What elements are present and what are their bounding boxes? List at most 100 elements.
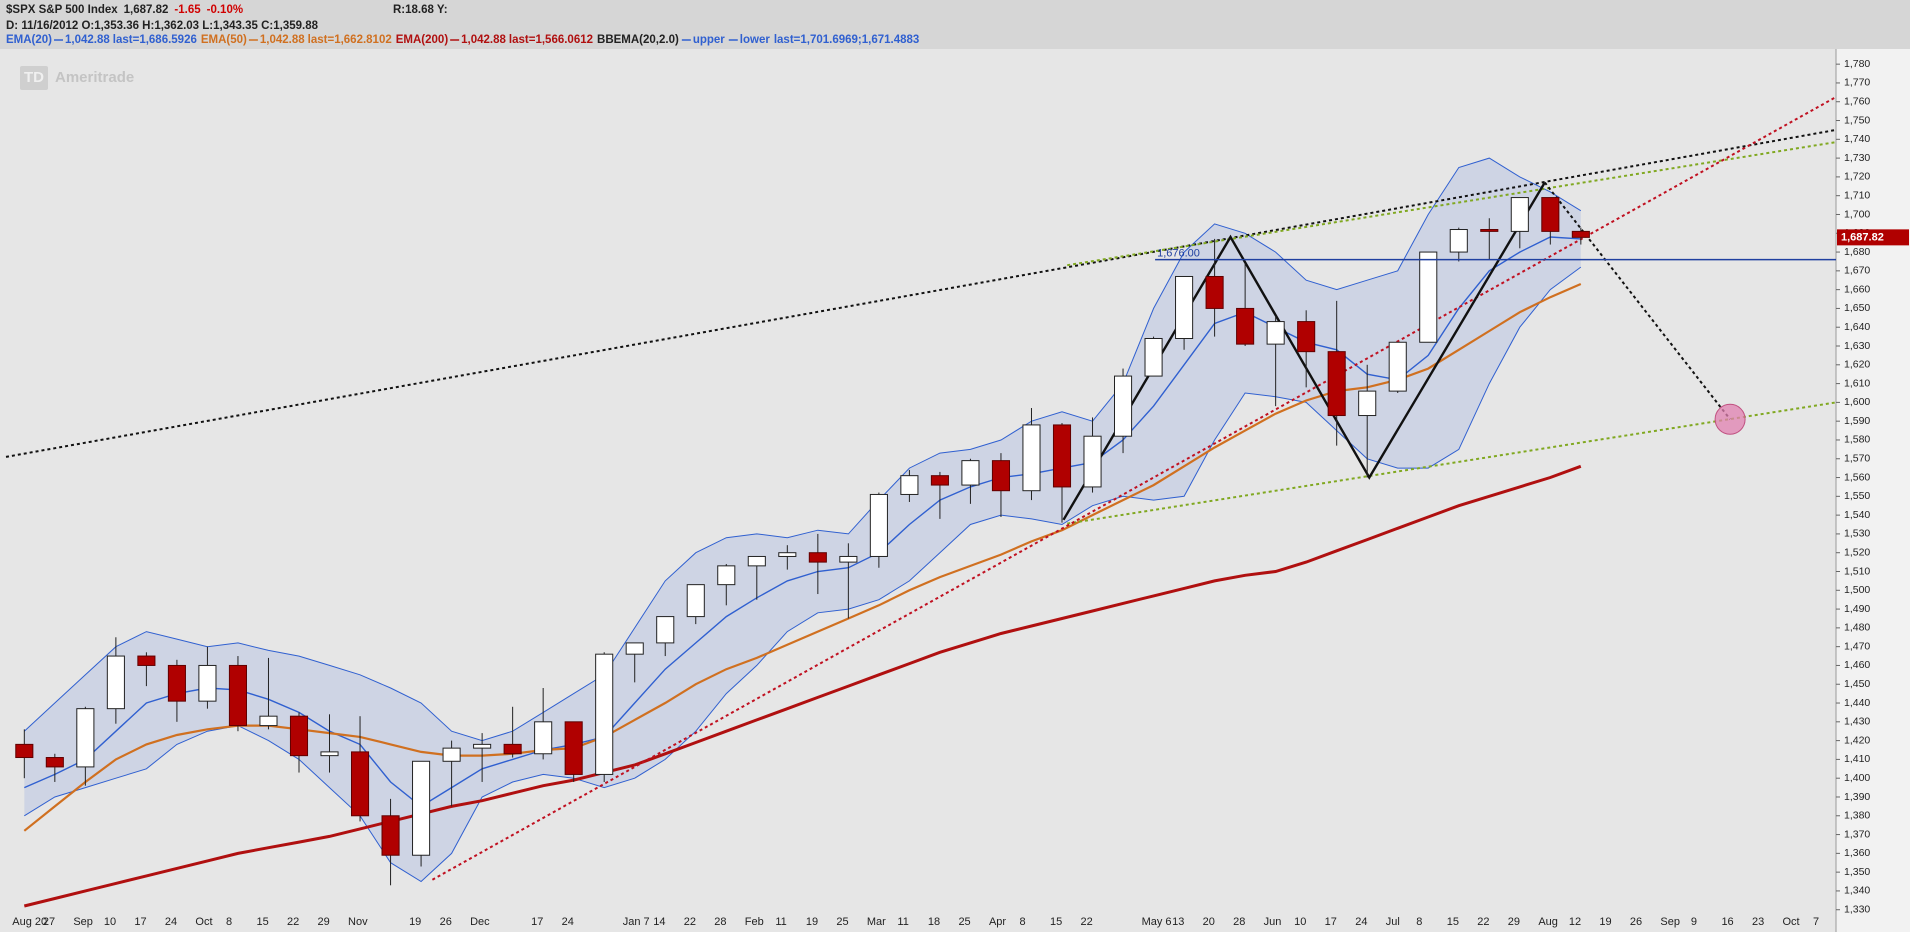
legend-last: last=1,566.0612 (509, 34, 593, 46)
candle-body (686, 584, 705, 618)
x-tick-label: 26 (1630, 916, 1642, 928)
last-price-tag (1837, 229, 1909, 246)
x-tick-label: 10 (104, 916, 116, 928)
x-tick-label: 22 (1081, 916, 1093, 928)
x-tick-label: 8 (1019, 916, 1025, 928)
y-tick-label: 1,640 (1844, 321, 1870, 333)
legend-last: last=1,701.6969;1,671.4883 (774, 34, 919, 46)
x-tick-label: 16 (1721, 916, 1733, 928)
y-tick-label: 1,370 (1844, 828, 1870, 840)
candle-body (595, 653, 614, 775)
y-tick-label: 1,780 (1844, 58, 1870, 70)
legend-label: lower (740, 34, 771, 46)
y-tick-label: 1,620 (1844, 359, 1870, 371)
candle-body (45, 757, 64, 768)
level-label: 1,676.00 (1157, 247, 1200, 259)
x-tick-label: 25 (836, 916, 848, 928)
y-tick-label: 1,730 (1844, 152, 1870, 164)
y-tick-label: 1,390 (1844, 791, 1870, 803)
candle-body (1113, 375, 1133, 437)
x-tick-label: 27 (43, 916, 55, 928)
candle-body (1144, 337, 1163, 377)
y-tick-label: 1,440 (1844, 697, 1870, 709)
x-tick-label: 17 (1325, 916, 1337, 928)
y-tick-label: 1,600 (1844, 396, 1870, 408)
y-tick-label: 1,330 (1844, 904, 1870, 916)
x-tick-label: 29 (318, 916, 330, 928)
y-tick-label: 1,510 (1844, 565, 1870, 577)
legend-label: EMA(50) (201, 34, 247, 46)
header-background (0, 0, 1910, 49)
y-tick-label: 1,380 (1844, 810, 1870, 822)
candle-body (320, 751, 339, 757)
y-tick-label: 1,470 (1844, 640, 1870, 652)
candle-body (1419, 251, 1438, 343)
candle-body (289, 715, 309, 757)
y-tick-label: 1,420 (1844, 734, 1870, 746)
candle-body (839, 555, 858, 563)
x-tick-label: Oct (195, 916, 212, 928)
candle-body (259, 715, 278, 727)
legend-label: BBEMA(20,2.0) (597, 34, 679, 46)
x-tick-label: 19 (806, 916, 818, 928)
candle-body (900, 475, 919, 495)
y-tick-label: 1,610 (1844, 377, 1870, 389)
y-tick-label: 1,430 (1844, 716, 1870, 728)
legend-label: EMA(200) (396, 34, 449, 46)
candle-body (1083, 435, 1102, 488)
x-tick-label: 11 (897, 916, 908, 928)
band-line (23, 157, 1582, 742)
candle-body (930, 475, 949, 486)
ema-line (23, 464, 1582, 908)
y-tick-label: 1,560 (1844, 471, 1870, 483)
x-tick-label: 11 (775, 916, 786, 928)
x-tick-label: 24 (1355, 916, 1367, 928)
y-tick-label: 1,490 (1844, 603, 1870, 615)
candle-body (1510, 197, 1529, 232)
x-tick-label: Jul (1386, 916, 1400, 928)
watermark-logo-box (20, 66, 48, 90)
x-tick-label: 22 (287, 916, 299, 928)
ema-line (24, 236, 1581, 808)
candle-body (503, 743, 522, 755)
header-detail: D: 11/16/2012 O:1,353.36 H:1,362.03 L:1,… (6, 20, 319, 32)
axis-background (1836, 49, 1910, 932)
candle-body (228, 664, 248, 727)
y-tick-label: 1,450 (1844, 678, 1870, 690)
y-tick-label: 1,500 (1844, 584, 1870, 596)
y-tick-label: 1,410 (1844, 753, 1870, 765)
x-tick-label: Dec (470, 916, 490, 928)
watermark-logo: TD (24, 69, 44, 86)
x-tick-label: 12 (1569, 916, 1581, 928)
x-tick-label: Nov (348, 916, 368, 928)
candle-body (1022, 424, 1041, 492)
candle-body (991, 460, 1011, 492)
y-tick-label: 1,520 (1844, 546, 1870, 558)
y-tick-label: 1,710 (1844, 189, 1870, 201)
trend-line (1062, 181, 1546, 521)
y-tick-label: 1,630 (1844, 340, 1870, 352)
x-tick-label: 17 (134, 916, 146, 928)
y-tick-label: 1,570 (1844, 453, 1870, 465)
x-tick-label: 19 (1599, 916, 1611, 928)
x-tick-label: Sep (73, 916, 93, 928)
candle-body (198, 664, 217, 702)
candle-body (717, 565, 736, 586)
x-tick-label: 8 (1416, 916, 1422, 928)
y-tick-label: 1,670 (1844, 265, 1870, 277)
candle-body (442, 747, 461, 762)
x-tick-label: Apr (989, 916, 1006, 928)
x-tick-label: 19 (409, 916, 421, 928)
header-last: 1,687.82 (124, 4, 169, 16)
y-tick-label: 1,770 (1844, 77, 1870, 89)
target-marker (1714, 403, 1746, 435)
last-price-label: 1,687.82 (1841, 231, 1884, 243)
x-tick-label: 29 (1508, 916, 1520, 928)
x-tick-label: 15 (1050, 916, 1062, 928)
trend-line (1544, 181, 1731, 420)
candle-body (1205, 275, 1224, 309)
x-tick-label: Mar (867, 916, 886, 928)
y-tick-label: 1,760 (1844, 96, 1870, 108)
candle-body (564, 721, 583, 775)
